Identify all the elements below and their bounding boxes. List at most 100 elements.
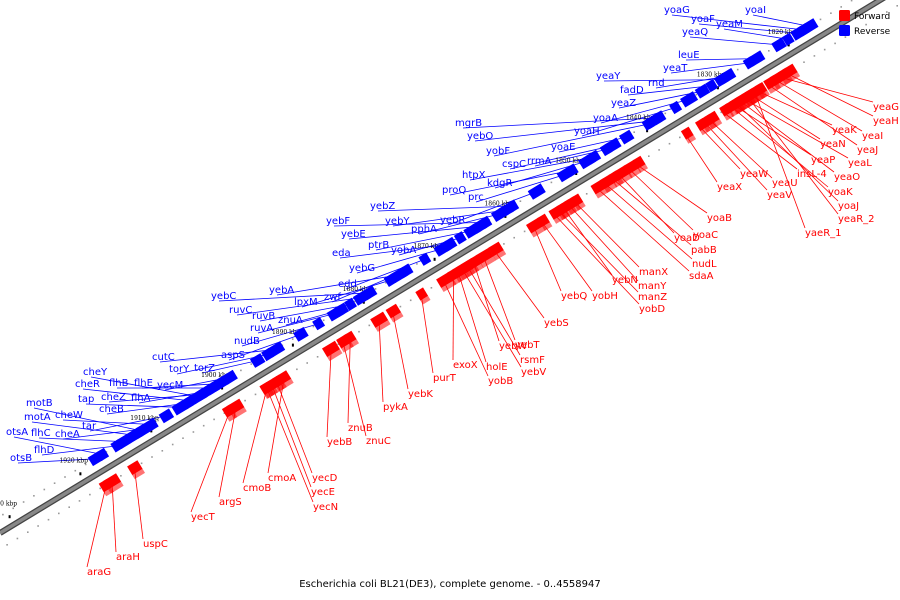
gene-label[interactable]: yeaO — [834, 172, 860, 183]
gene-label[interactable]: ruvA — [250, 323, 273, 334]
gene-label[interactable]: yaeR_1 — [805, 228, 842, 239]
gene-label[interactable]: yobF — [486, 146, 510, 157]
gene-label[interactable]: leuE — [678, 50, 700, 61]
gene-label[interactable]: pykA — [383, 402, 408, 413]
gene-label[interactable]: yoaB — [707, 213, 732, 224]
gene-torZ[interactable] — [250, 353, 266, 368]
gene-label[interactable]: cmoA — [268, 473, 296, 484]
gene-label[interactable]: yebV — [521, 367, 546, 378]
gene-holE[interactable] — [451, 263, 470, 283]
gene-label[interactable]: yobD — [639, 304, 665, 315]
gene-label[interactable]: yoaF — [691, 14, 715, 25]
gene-label[interactable]: exoX — [453, 360, 478, 371]
gene-label[interactable]: yecD — [312, 473, 338, 484]
gene-yoaE[interactable] — [619, 129, 635, 145]
gene-yebG[interactable] — [433, 240, 452, 257]
gene-yoaH[interactable] — [669, 100, 683, 115]
gene-yebB[interactable] — [322, 340, 343, 362]
gene-label[interactable]: yecN — [313, 502, 338, 513]
gene-purT[interactable] — [415, 287, 431, 305]
gene-znuC[interactable] — [336, 333, 354, 353]
gene-label[interactable]: yoaI — [745, 5, 766, 16]
gene-label[interactable]: yoaJ — [838, 201, 859, 212]
gene-label[interactable]: yoaA — [593, 113, 618, 124]
gene-cheA[interactable] — [136, 420, 155, 437]
gene-otsB[interactable] — [87, 451, 104, 467]
gene-torY[interactable] — [261, 347, 275, 362]
gene-label[interactable]: yoaD — [674, 233, 700, 244]
gene-label[interactable]: yobB — [488, 376, 513, 387]
gene-label[interactable]: proQ — [442, 185, 466, 196]
gene-label[interactable]: otsB — [10, 453, 32, 464]
gene-yeaH[interactable] — [782, 63, 801, 83]
gene-label[interactable]: ruvB — [252, 311, 275, 322]
gene-label[interactable]: cheA — [55, 429, 80, 440]
gene-yoaJ[interactable] — [730, 93, 751, 114]
gene-label[interactable]: flhD — [34, 445, 55, 456]
gene-yeaX[interactable] — [680, 126, 697, 144]
gene-label[interactable]: lpxM — [294, 297, 318, 308]
gene-label[interactable]: cheZ — [101, 392, 126, 403]
gene-label[interactable]: znuC — [366, 436, 391, 447]
gene-yebT[interactable] — [475, 247, 497, 268]
gene-label[interactable]: motB — [26, 398, 53, 409]
gene-label[interactable]: yebY — [385, 216, 410, 227]
gene-label[interactable]: yeaH — [873, 116, 899, 127]
gene-label[interactable]: purT — [433, 373, 457, 384]
gene-rrmA[interactable] — [599, 142, 613, 157]
gene-label[interactable]: yeaP — [811, 155, 835, 166]
gene-yebK[interactable] — [385, 303, 404, 323]
gene-yobD[interactable] — [548, 205, 567, 224]
gene-label[interactable]: yeaM — [716, 19, 743, 30]
gene-label[interactable]: aspS — [221, 350, 245, 361]
gene-label[interactable]: cheB — [99, 404, 124, 415]
gene-label[interactable]: yebF — [326, 216, 350, 227]
gene-label[interactable]: yoaE — [551, 142, 575, 153]
gene-ptrB[interactable] — [463, 222, 482, 239]
gene-label[interactable]: torY — [169, 364, 190, 375]
gene-label[interactable]: yebA — [269, 285, 294, 296]
gene-label[interactable]: insL-4 — [797, 169, 827, 180]
gene-label[interactable]: pabB — [691, 245, 717, 256]
gene-label[interactable]: otsA — [6, 427, 28, 438]
gene-label[interactable]: tap — [78, 394, 94, 405]
gene-yecM[interactable] — [222, 369, 238, 385]
gene-label[interactable]: argS — [219, 497, 242, 508]
gene-label[interactable]: yebS — [544, 318, 569, 329]
gene-label[interactable]: edd — [338, 279, 357, 290]
gene-label[interactable]: manX — [639, 267, 668, 278]
gene-label[interactable]: cmoB — [243, 483, 271, 494]
gene-label[interactable]: nudL — [692, 259, 717, 270]
gene-label[interactable]: yecT — [191, 512, 216, 523]
gene-label[interactable]: rsmF — [520, 355, 545, 366]
gene-yeaT[interactable] — [742, 56, 756, 70]
gene-label[interactable]: yoaC — [693, 230, 718, 241]
gene-label[interactable]: mgrB — [455, 118, 482, 129]
gene-label[interactable]: eda — [332, 248, 351, 259]
gene-ruvA[interactable] — [326, 305, 345, 322]
gene-label[interactable]: yeaQ — [682, 27, 708, 38]
gene-yebR[interactable] — [527, 183, 546, 200]
gene-rnd[interactable] — [718, 68, 737, 85]
gene-yoaA[interactable] — [680, 91, 699, 108]
gene-ruvB[interactable] — [344, 297, 357, 311]
gene-tar[interactable] — [158, 408, 175, 424]
gene-label[interactable]: yebR — [440, 215, 465, 226]
gene-label[interactable]: yebB — [327, 437, 352, 448]
gene-uspC[interactable] — [127, 460, 145, 480]
gene-yebA[interactable] — [390, 266, 409, 283]
gene-label[interactable]: yoaK — [828, 187, 853, 198]
gene-yobF[interactable] — [641, 117, 655, 131]
gene-label[interactable]: yeaL — [848, 158, 872, 169]
gene-label[interactable]: araG — [87, 567, 111, 578]
gene-label[interactable]: yecE — [311, 487, 335, 498]
gene-label[interactable]: yebW — [499, 341, 527, 352]
gene-label[interactable]: flhC — [31, 428, 51, 439]
gene-pphA[interactable] — [491, 205, 509, 222]
gene-label[interactable]: yebC — [211, 291, 236, 302]
gene-flhE[interactable] — [210, 375, 229, 392]
gene-label[interactable]: uspC — [143, 539, 168, 550]
gene-label[interactable]: yeaW — [740, 169, 768, 180]
gene-label[interactable]: yoaH — [574, 126, 600, 137]
gene-label[interactable]: yebT — [515, 340, 540, 351]
